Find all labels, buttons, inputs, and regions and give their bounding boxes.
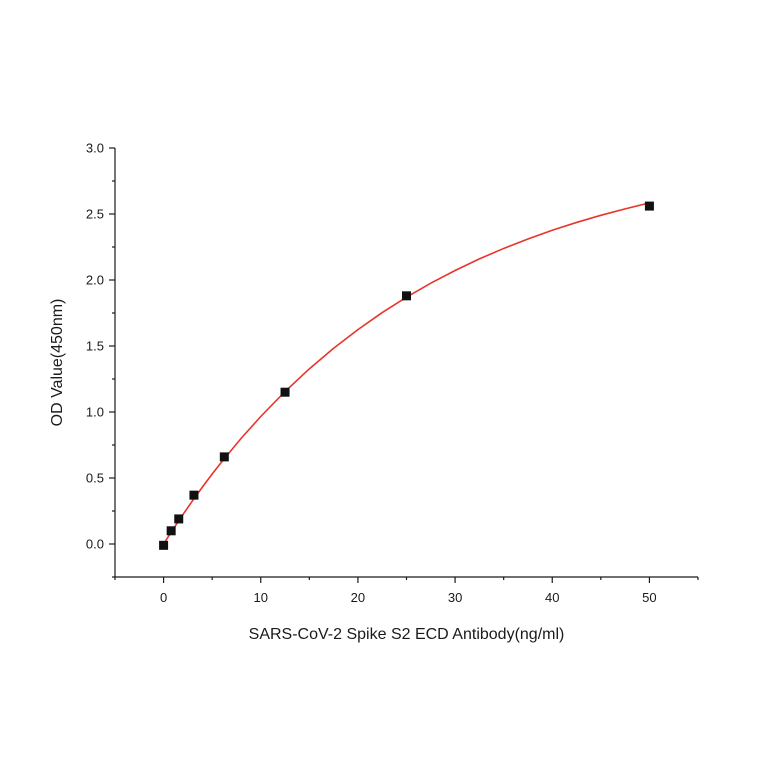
x-tick-label: 20 xyxy=(351,590,365,605)
y-tick-label: 1.0 xyxy=(86,405,104,420)
data-point xyxy=(219,452,229,462)
fit-curve xyxy=(162,202,650,545)
y-tick-label: 2.5 xyxy=(86,207,104,222)
x-axis-title: SARS-CoV-2 Spike S2 ECD Antibody(ng/ml) xyxy=(249,626,565,643)
y-tick-label: 3.0 xyxy=(86,141,104,156)
x-tick-label: 30 xyxy=(448,590,462,605)
data-point xyxy=(166,526,176,536)
data-point xyxy=(174,514,184,524)
x-tick-label: 0 xyxy=(160,590,167,605)
y-axis-ticks: 0.0 0.5 1.0 1.5 2.0 2.5 3.0 xyxy=(86,141,115,578)
data-point xyxy=(402,291,411,301)
x-tick-label: 40 xyxy=(545,590,559,605)
data-points xyxy=(159,201,654,550)
data-point xyxy=(644,201,654,211)
data-point xyxy=(280,387,290,397)
data-point xyxy=(189,490,199,500)
y-axis-title: OD Value(450nm) xyxy=(49,299,66,427)
y-tick-label: 0.0 xyxy=(86,537,104,552)
x-axis-ticks: 0 10 20 30 40 50 xyxy=(114,577,699,605)
data-point xyxy=(159,540,169,550)
y-tick-label: 2.0 xyxy=(86,273,104,288)
x-tick-label: 10 xyxy=(254,590,268,605)
x-tick-label: 50 xyxy=(642,590,656,605)
y-tick-label: 1.5 xyxy=(86,339,104,354)
y-tick-label: 0.5 xyxy=(86,471,104,486)
